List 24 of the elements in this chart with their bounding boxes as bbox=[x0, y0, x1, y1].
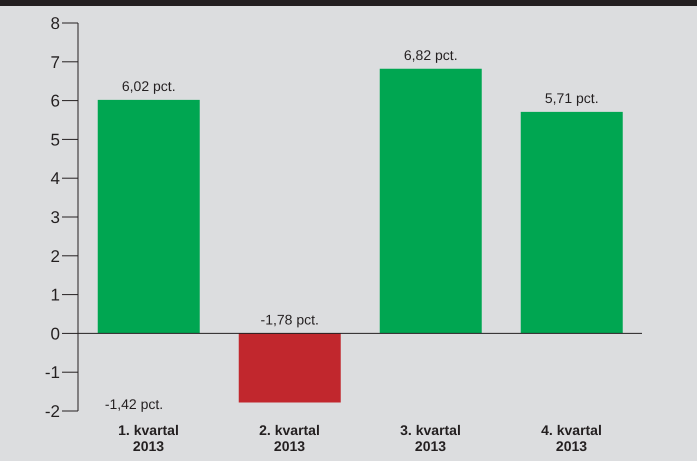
y-tick-label: 7 bbox=[50, 52, 60, 72]
y-tick-label: 6 bbox=[50, 92, 60, 111]
x-tick-label: 4. kvartal 2013 bbox=[541, 422, 602, 454]
bar bbox=[98, 100, 200, 334]
y-tick-label: 4 bbox=[50, 169, 60, 188]
y-tick-label: 8 bbox=[50, 14, 60, 34]
y-tick-label: 5 bbox=[50, 130, 60, 150]
data-label: 5,71 pct. bbox=[544, 90, 599, 106]
y-tick-label: 3 bbox=[50, 208, 60, 228]
y-tick-label: -1 bbox=[44, 363, 60, 382]
y-tick-label: -2 bbox=[44, 402, 60, 422]
y-tick-label: 1 bbox=[50, 286, 60, 305]
x-tick-label: 2. kvartal 2013 bbox=[259, 422, 320, 454]
data-label: -1,78 pct. bbox=[260, 311, 319, 328]
x-tick-label: 1. kvartal 2013 bbox=[118, 422, 179, 454]
x-tick-label: 3. kvartal 2013 bbox=[400, 422, 461, 454]
annotation: -1,42 pct. bbox=[104, 396, 164, 412]
y-tick-label: 0 bbox=[50, 324, 60, 344]
data-label: 6,82 pct. bbox=[404, 46, 458, 63]
y-tick-label: 2 bbox=[50, 246, 60, 266]
bar bbox=[238, 333, 341, 402]
bar bbox=[380, 68, 482, 334]
data-label: 6,02 pct. bbox=[122, 78, 176, 94]
bar bbox=[520, 112, 623, 334]
